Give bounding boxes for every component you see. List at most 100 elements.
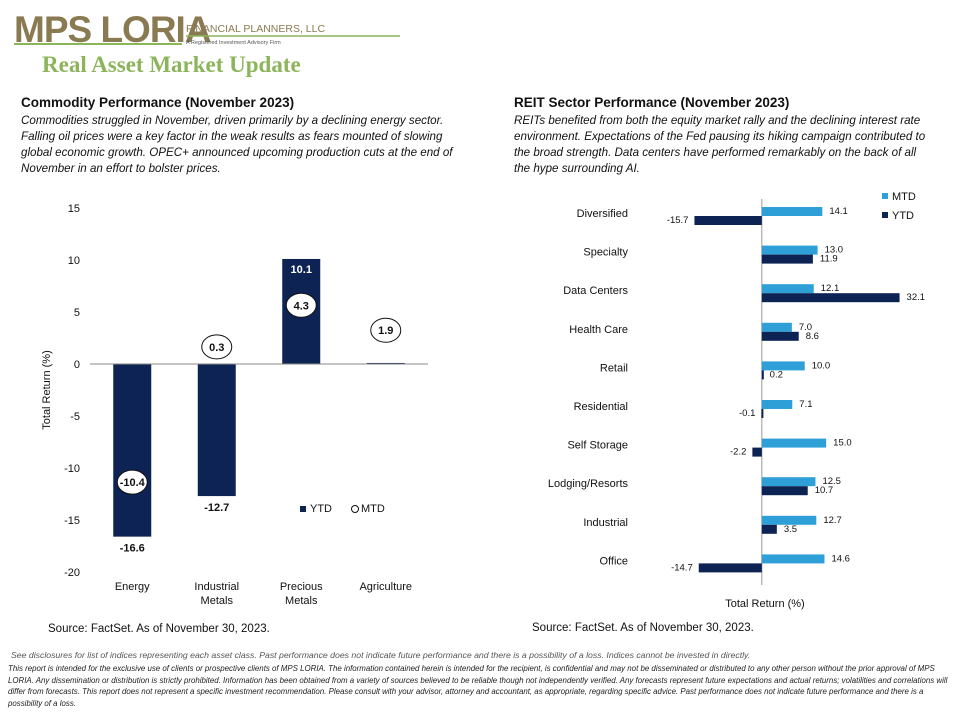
x-category-label: Metals [201, 595, 234, 607]
x-axis-title: Total Return (%) [725, 598, 804, 610]
ytd-bar [752, 447, 762, 457]
reit-source-note: Source: FactSet. As of November 30, 2023… [532, 622, 754, 634]
mtd-bar [761, 400, 793, 409]
x-category-label: Metals [285, 595, 318, 607]
mtd-value-label: 15.0 [833, 438, 852, 449]
x-category-label: Energy [115, 581, 150, 593]
commodity-performance-chart: 15 10 5 0 -5 -10 -15 -20 Total Return (%) -16.6 En… [41, 203, 428, 607]
ytd-value-label: 10.7 [815, 485, 834, 496]
category-label: Retail [600, 362, 628, 374]
ytd-value-label: -16.6 [120, 543, 145, 555]
disclosure-note: See disclosures for list of indices repr… [11, 650, 751, 660]
ytd-value-label: 3.5 [784, 524, 797, 535]
mtd-bar [761, 284, 814, 294]
ytd-bar [761, 370, 764, 380]
legend-mtd-swatch [351, 505, 359, 513]
y-tick-label: 5 [74, 307, 80, 319]
ytd-bar [366, 362, 405, 364]
legend-ytd-swatch [300, 506, 306, 512]
mps-loria-logo: MPS LORIA FINANCIAL PLANNERS, LLC A Regi… [14, 9, 400, 50]
mtd-bar [761, 438, 827, 448]
ytd-value-label: 0.2 [770, 369, 783, 380]
ytd-bar [761, 293, 900, 303]
mtd-marker [116, 469, 148, 495]
category-label: Health Care [569, 324, 628, 336]
ytd-value-label: -15.7 [667, 215, 689, 226]
legend-mtd-swatch [882, 193, 888, 199]
ytd-value-label: 11.9 [820, 254, 838, 265]
mtd-value-label: 1.9 [378, 325, 393, 337]
category-label: Lodging/Resorts [548, 478, 629, 490]
ytd-bar [761, 409, 764, 418]
legal-disclaimer: This report is intended for the exclusiv… [8, 664, 948, 708]
ytd-value-label: 10.1 [291, 264, 312, 276]
y-tick-label: -15 [64, 515, 80, 527]
ytd-bar [694, 216, 762, 225]
ytd-bar [761, 331, 799, 341]
commodity-source-note: Source: FactSet. As of November 30, 2023… [48, 623, 270, 635]
x-category-label: Precious [280, 581, 323, 593]
reit-section-description: REITs benefited from both the equity mar… [514, 114, 926, 175]
mtd-value-label: 0.3 [209, 342, 224, 354]
ytd-bar [698, 563, 762, 573]
mtd-value-label: 10.0 [812, 360, 831, 371]
mtd-bar [761, 245, 818, 255]
ytd-bar [761, 524, 777, 534]
mtd-bar [761, 554, 825, 564]
legend-ytd-swatch [882, 212, 888, 218]
logo-tagline: A Registered Investment Advisory Firm [186, 40, 281, 46]
mtd-value-label: 14.1 [829, 206, 848, 217]
mtd-value-label: 7.0 [799, 322, 812, 333]
legend-mtd-label: MTD [892, 191, 916, 203]
ytd-bar [197, 364, 236, 497]
ytd-bar [761, 254, 813, 264]
mtd-bar [761, 515, 817, 525]
mtd-value-label: 7.1 [799, 399, 812, 410]
category-label: Self Storage [567, 440, 628, 452]
mtd-bar [761, 361, 805, 371]
category-label: Specialty [583, 247, 628, 259]
mtd-value-label: 12.1 [821, 283, 840, 294]
reit-section-title: REIT Sector Performance (November 2023) [514, 95, 790, 110]
y-tick-label: 0 [74, 359, 80, 371]
mtd-marker [370, 317, 402, 343]
mtd-bar [761, 207, 823, 216]
y-tick-label: 15 [68, 203, 80, 215]
legend-mtd-label: MTD [361, 503, 385, 515]
mtd-bar [761, 477, 816, 487]
ytd-value-label: 8.6 [806, 331, 819, 342]
y-tick-label: -5 [70, 411, 80, 423]
ytd-bar [113, 364, 152, 537]
x-category-label: Agriculture [359, 581, 412, 593]
y-tick-label: 10 [68, 255, 80, 267]
mtd-value-label: 12.5 [822, 476, 841, 487]
y-axis-title: Total Return (%) [41, 350, 53, 429]
category-label: Diversified [577, 208, 628, 220]
commodity-section-title: Commodity Performance (November 2023) [21, 95, 295, 110]
mtd-value-label: 14.6 [831, 553, 850, 564]
ytd-bar [761, 486, 808, 496]
category-label: Office [599, 555, 628, 567]
mtd-value-label: -10.4 [120, 477, 146, 489]
legend-ytd-label: YTD [892, 210, 914, 222]
y-tick-label: -20 [64, 567, 80, 579]
mtd-value-label: 12.7 [823, 515, 842, 526]
logo-subtitle: FINANCIAL PLANNERS, LLC [186, 23, 325, 35]
category-label: Industrial [583, 517, 628, 529]
ytd-value-label: -12.7 [204, 502, 229, 514]
ytd-value-label: -14.7 [671, 562, 693, 573]
reit-sector-performance-chart: Diversified 14.1 -15.7 Specialty 13.011.9 Dat… [548, 191, 926, 610]
mtd-marker [201, 334, 233, 360]
category-label: Residential [574, 401, 628, 413]
ytd-value-label: 32.1 [907, 292, 926, 303]
legend-ytd-label: YTD [310, 503, 332, 515]
y-tick-label: -10 [64, 463, 80, 475]
commodity-section-description: Commodities struggled in November, drive… [21, 114, 453, 175]
mtd-value-label: 4.3 [294, 300, 309, 312]
mtd-marker [285, 292, 317, 318]
category-label: Data Centers [563, 285, 628, 297]
mtd-bar [761, 322, 792, 332]
ytd-value-label: -0.1 [739, 408, 755, 419]
mtd-value-label: 13.0 [825, 245, 844, 256]
x-category-label: Industrial [194, 581, 239, 593]
